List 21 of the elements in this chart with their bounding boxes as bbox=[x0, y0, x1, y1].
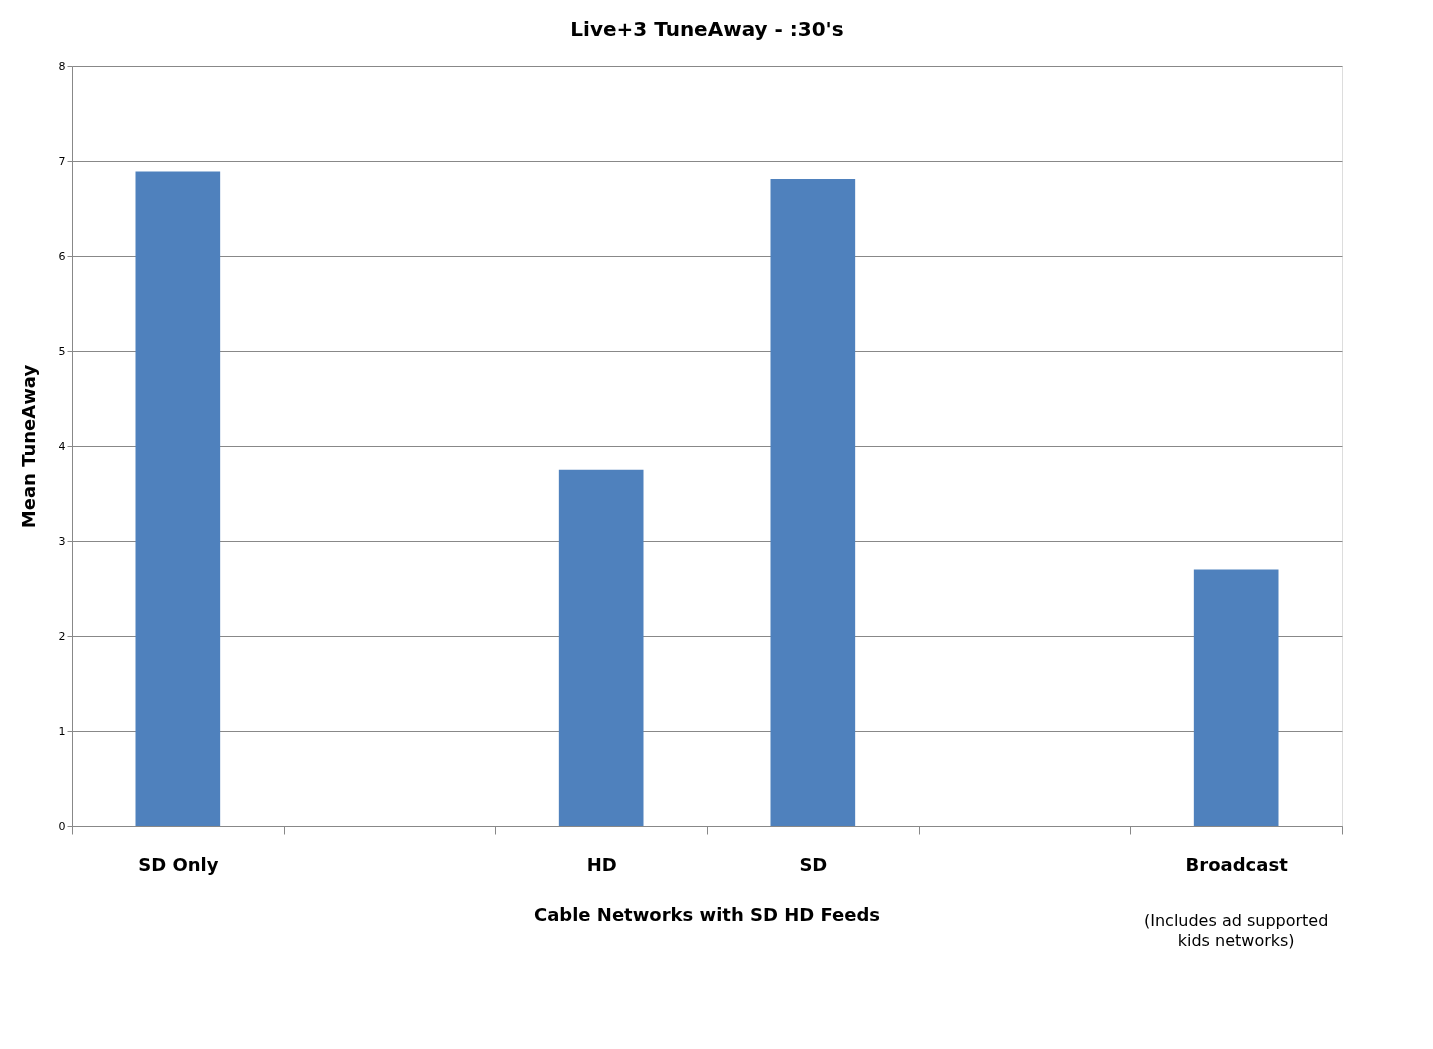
y-tick-label: 3 bbox=[58, 534, 66, 548]
y-tick-label: 1 bbox=[58, 724, 66, 738]
bar bbox=[1193, 569, 1279, 826]
y-tick-label: 7 bbox=[58, 154, 66, 168]
bar bbox=[558, 469, 644, 826]
y-tick-label: 8 bbox=[58, 59, 66, 73]
y-tick-label: 0 bbox=[58, 819, 66, 833]
y-tick-label: 4 bbox=[58, 439, 66, 453]
y-tick-label: 6 bbox=[58, 249, 66, 263]
chart-title: Live+3 TuneAway - :30's bbox=[570, 17, 844, 41]
x-tick-label: Broadcast bbox=[1185, 853, 1289, 875]
y-axis-title: Mean TuneAway bbox=[17, 364, 39, 529]
y-tick-label: 5 bbox=[58, 344, 66, 358]
bar bbox=[135, 171, 221, 826]
x-tick-label: SD Only bbox=[138, 853, 219, 875]
y-tick-label: 2 bbox=[58, 629, 66, 643]
text: (Includes ad supported kids networks) bbox=[1143, 911, 1329, 950]
x-tick-label: HD bbox=[586, 853, 617, 875]
text: Cable Networks with SD HD Feeds bbox=[533, 904, 881, 925]
bar bbox=[770, 179, 856, 826]
x-tick-label: SD bbox=[799, 853, 828, 875]
